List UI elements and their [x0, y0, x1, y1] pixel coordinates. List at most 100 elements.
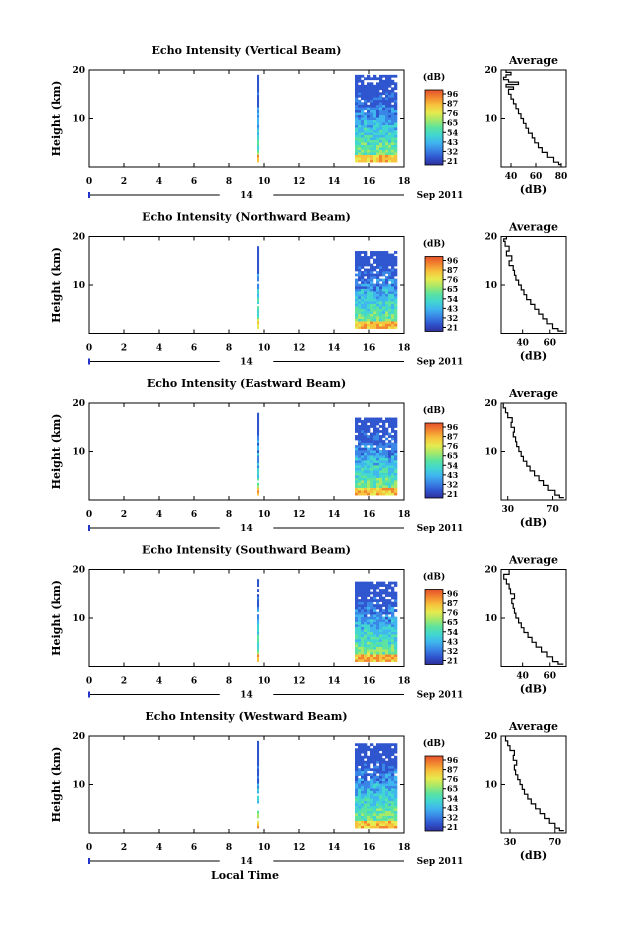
heatmap-cell	[364, 263, 368, 267]
heatmap-cell	[361, 758, 365, 762]
heatmap-cell	[391, 470, 395, 473]
heatmap-cell	[358, 659, 362, 662]
heatmap-cell	[257, 477, 260, 481]
heatmap-cell	[364, 326, 368, 329]
heatmap-cell	[358, 251, 362, 254]
heatmap-cell	[391, 137, 395, 140]
heatmap-cell	[382, 581, 386, 585]
heatmap-cell	[257, 74, 260, 78]
date-month-label: Sep 2011	[417, 691, 464, 701]
heatmap-cell	[388, 805, 392, 809]
x-tick-label: 0	[86, 177, 92, 187]
heatmap-cell	[367, 654, 371, 657]
heatmap-cell	[385, 460, 389, 463]
heatmap-cell	[257, 475, 260, 478]
heatmap-cell	[382, 467, 386, 471]
heatmap-cell	[358, 490, 362, 493]
heatmap-cell	[382, 144, 386, 148]
heatmap-cell	[388, 460, 392, 463]
x-tick-label: 0	[86, 344, 92, 354]
heatmap-cell	[391, 129, 395, 133]
heatmap-cell	[367, 465, 371, 468]
heatmap-cell	[370, 798, 374, 801]
heatmap-cell	[385, 142, 389, 145]
heatmap-cell	[376, 785, 380, 789]
heatmap-cell	[373, 619, 377, 622]
heatmap-cell	[385, 445, 389, 448]
heatmap-cell	[385, 323, 389, 327]
x-tick-label: 16	[363, 177, 376, 187]
heatmap-cell	[388, 586, 392, 590]
heatmap-cell	[376, 823, 380, 826]
heatmap-cell	[385, 420, 389, 423]
heatmap-cell	[376, 432, 380, 436]
heatmap-cell	[394, 109, 398, 113]
heatmap-cell	[364, 321, 368, 324]
heatmap-cell	[382, 263, 386, 267]
heatmap-cell	[355, 460, 359, 463]
heatmap-cell	[385, 251, 389, 254]
heatmap-cell	[385, 313, 389, 317]
heatmap-cell	[257, 606, 260, 610]
heatmap-cell	[391, 74, 395, 78]
heatmap-cell	[385, 651, 389, 655]
heatmap-cell	[355, 261, 359, 264]
heatmap-cell	[394, 154, 398, 158]
heatmap-cell	[370, 626, 374, 630]
heatmap-cell	[376, 460, 380, 463]
panel-1: Echo Intensity (Northward Beam)Height (k…	[50, 211, 567, 368]
heatmap-cell	[364, 624, 368, 627]
heatmap-cell	[373, 591, 377, 595]
heatmap-cell	[391, 601, 395, 605]
heatmap-cell	[367, 470, 371, 473]
heatmap-cell	[394, 631, 398, 635]
heatmap-cell	[373, 651, 377, 655]
heatmap-cell	[361, 293, 365, 297]
x-tick-label: 6	[191, 177, 197, 187]
heatmap-cell	[379, 306, 383, 309]
heatmap-cell	[373, 803, 377, 806]
heatmap-cell	[376, 485, 380, 488]
heatmap-cell	[355, 417, 359, 421]
heatmap-cell	[382, 288, 386, 292]
heatmap-cell	[370, 800, 374, 804]
heatmap-cell	[382, 323, 386, 327]
heatmap-cell	[385, 87, 389, 91]
heatmap-cell	[361, 261, 365, 264]
heatmap-cell	[394, 765, 398, 769]
heatmap-cell	[385, 137, 389, 140]
heatmap-cell	[358, 472, 362, 476]
heatmap-cell	[394, 74, 398, 78]
heatmap-cell	[376, 480, 380, 483]
heatmap-cell	[257, 790, 260, 794]
heatmap-cell	[376, 492, 380, 496]
heatmap-cell	[376, 117, 380, 121]
heatmap-cell	[364, 820, 368, 824]
heatmap-cell	[358, 589, 362, 592]
heatmap-cell	[257, 748, 260, 752]
heatmap-cell	[370, 634, 374, 637]
heatmap-cell	[358, 634, 362, 637]
heatmap-cell	[382, 296, 386, 299]
heatmap-cell	[373, 142, 377, 145]
heatmap-cell	[370, 629, 374, 632]
heatmap-cell	[367, 87, 371, 91]
heatmap-cell	[385, 124, 389, 128]
heatmap-cell	[373, 609, 377, 612]
heatmap-cell	[382, 114, 386, 118]
heatmap-cell	[370, 815, 374, 819]
heatmap-cell	[373, 420, 377, 423]
heatmap-cell	[370, 139, 374, 143]
heatmap-cell	[364, 427, 368, 431]
heatmap-cell	[257, 462, 260, 466]
heatmap-cell	[373, 745, 377, 749]
heatmap-cell	[376, 276, 380, 279]
heatmap-cell	[370, 586, 374, 590]
heatmap-cell	[358, 639, 362, 642]
heatmap-cell	[385, 586, 389, 590]
heatmap-cell	[376, 152, 380, 155]
average-y-tick-label: 20	[484, 732, 497, 742]
heatmap-cell	[257, 472, 260, 476]
heatmap-cell	[382, 611, 386, 615]
heatmap-cell	[376, 127, 380, 131]
